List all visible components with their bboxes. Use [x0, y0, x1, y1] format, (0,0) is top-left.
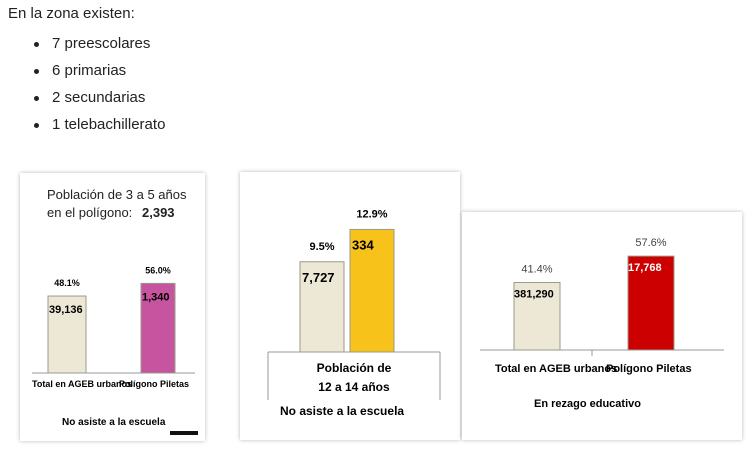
bar-poligono-piletas	[140, 282, 176, 374]
bar-count-label: 39,136	[49, 304, 83, 316]
intro-text: En la zona existen:	[8, 5, 135, 22]
list-item: 7 preescolares	[34, 34, 165, 61]
category-label: Polígono Piletas	[119, 379, 189, 389]
chart-educational-lag: 41.4% 57.6% 381,290 17,768 Total en AGEB…	[462, 212, 742, 440]
bar-count-label: 334	[352, 237, 374, 252]
chart-footer: En rezago educativo	[534, 398, 641, 410]
bar-percent-label: 57.6%	[635, 237, 666, 249]
chart-age-svg: 9.5% 12.9% 7,727 334 Población de 12 a 1…	[267, 208, 441, 418]
bar-total-ageb	[299, 261, 345, 353]
category-label: Total en AGEB urbanos	[32, 379, 132, 389]
list-item: 1 telebachillerato	[34, 115, 165, 142]
category-label: 12 a 14 años	[318, 380, 390, 394]
chart-lag-svg: 41.4% 57.6% 381,290 17,768 Total en AGEB…	[480, 237, 724, 410]
chart-subtitle-value: 2,393	[142, 205, 175, 220]
list-item: 2 secundarias	[34, 88, 165, 115]
bar-percent-label: 48.1%	[54, 278, 80, 288]
bar-count-label: 1,340	[142, 291, 170, 303]
bar-count-label: 381,290	[514, 289, 554, 301]
bar-percent-label: 56.0%	[145, 265, 171, 275]
bar-total-ageb	[513, 282, 561, 351]
footer-underline	[170, 431, 198, 435]
bar-percent-label: 41.4%	[521, 264, 552, 276]
bar-percent-label: 12.9%	[356, 208, 387, 220]
chart-age-12-14: 9.5% 12.9% 7,727 334 Población de 12 a 1…	[240, 172, 460, 440]
bar-poligono-piletas	[627, 255, 675, 351]
category-label: Población de	[317, 361, 392, 375]
bar-count-label: 17,768	[628, 262, 662, 274]
list-item: 6 primarias	[34, 61, 165, 88]
bar-percent-label: 9.5%	[309, 241, 334, 253]
chart-preschool-age: Población de 3 a 5 años en el polígono: …	[20, 173, 205, 441]
school-list: 7 preescolares 6 primarias 2 secundarias…	[34, 34, 165, 142]
chart-preschool-svg: Población de 3 a 5 años en el polígono: …	[32, 187, 198, 435]
chart-subtitle-label: en el polígono:	[47, 205, 132, 220]
bar-total-ageb	[47, 295, 87, 374]
chart-title: Población de 3 a 5 años	[47, 187, 187, 202]
chart-footer: No asiste a la escuela	[62, 417, 166, 428]
category-label: Polígono Piletas	[606, 363, 692, 375]
chart-footer: No asiste a la escuela	[280, 404, 404, 418]
category-label: Total en AGEB urbanos	[495, 363, 617, 375]
bar-count-label: 7,727	[302, 270, 335, 285]
bar-poligono	[349, 228, 395, 353]
